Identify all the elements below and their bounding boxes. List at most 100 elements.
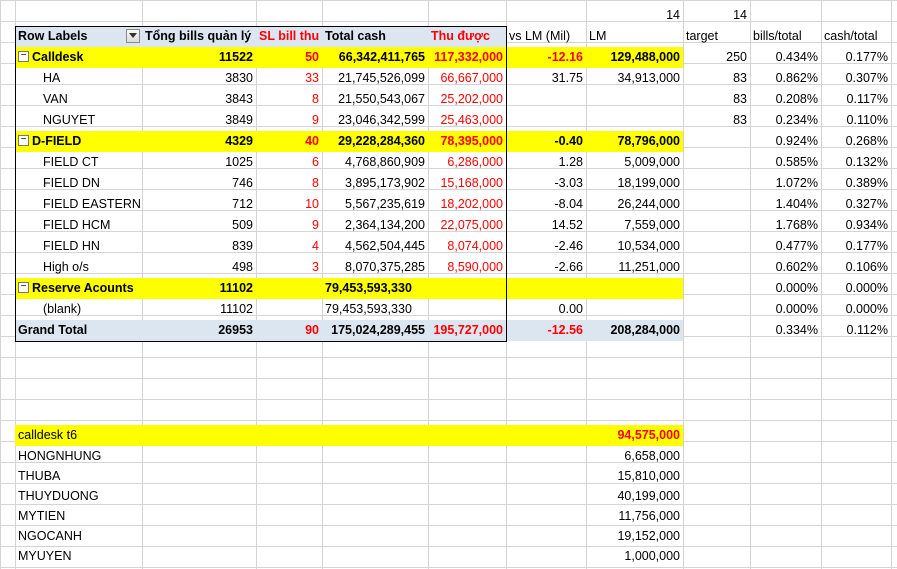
cell-bills-ratio[interactable]: 0.434% xyxy=(775,50,818,64)
cell-total-bills[interactable]: 3830 xyxy=(225,71,253,85)
cell-bills-ratio[interactable]: 0.585% xyxy=(775,155,818,169)
cell-thu-duoc[interactable]: 8,590,000 xyxy=(447,260,503,274)
row-label[interactable]: High o/s xyxy=(43,260,89,274)
row-label[interactable]: FIELD DN xyxy=(43,176,100,190)
cell-bills-ratio[interactable]: 0.234% xyxy=(775,113,818,127)
cell-sl-bill-thu[interactable]: 4 xyxy=(312,239,319,253)
cell-total-cash[interactable]: 4,768,860,909 xyxy=(345,155,425,169)
row-label[interactable]: FIELD EASTERN xyxy=(43,197,141,211)
cell-vs-lm[interactable]: -8.04 xyxy=(554,197,584,211)
cell-total-cash[interactable]: 79,453,593,330 xyxy=(322,278,428,299)
cell-target[interactable]: 83 xyxy=(733,113,747,127)
cell-cash-ratio[interactable]: 0.307% xyxy=(845,71,888,85)
cell-lm[interactable]: 18,199,000 xyxy=(617,176,680,190)
cell-target[interactable]: 83 xyxy=(733,92,747,106)
header-sl-bill-thu[interactable]: SL bill thu xyxy=(256,26,322,47)
cell-total-cash[interactable]: 175,024,289,455 xyxy=(322,320,428,341)
cell-lm[interactable] xyxy=(586,278,683,299)
cell-thu-duoc[interactable]: 6,286,000 xyxy=(447,155,503,169)
cell-sl-bill-thu[interactable]: 9 xyxy=(312,113,319,127)
cell-vs-lm[interactable]: -3.03 xyxy=(554,176,584,190)
cell-sl-bill-thu[interactable] xyxy=(256,278,322,299)
cell-thu-duoc[interactable]: 117,332,000 xyxy=(428,47,506,68)
row-label[interactable]: (blank) xyxy=(43,302,82,316)
cell-cash-ratio[interactable]: 0.117% xyxy=(846,92,888,106)
collapse-icon[interactable]: − xyxy=(18,135,29,147)
cell-vs-lm[interactable] xyxy=(506,278,586,299)
cell-total-cash[interactable]: 79,453,593,330 xyxy=(325,302,412,316)
cell-lm[interactable]: 11,251,000 xyxy=(618,260,680,274)
target-month-cell[interactable]: 14 xyxy=(733,8,747,22)
cell-bills-ratio[interactable]: 0.334% xyxy=(775,323,818,337)
group-label-dfield[interactable]: − D-FIELD xyxy=(15,131,142,152)
cell-bills-ratio[interactable]: 1.768% xyxy=(775,218,818,232)
cell-total-cash[interactable]: 8,070,375,285 xyxy=(345,260,425,274)
grand-total-label[interactable]: Grand Total xyxy=(15,320,142,341)
cell-cash-ratio[interactable]: 0.110% xyxy=(846,113,888,127)
cell-total-bills[interactable]: 839 xyxy=(232,239,253,253)
row-label[interactable]: FIELD HCM xyxy=(43,218,111,232)
cell-target[interactable]: 83 xyxy=(733,71,747,85)
staff-name[interactable]: THUBA xyxy=(18,469,61,483)
staff-name[interactable]: MYTIEN xyxy=(18,509,66,523)
cell-bills-ratio[interactable]: 0.602% xyxy=(775,260,818,274)
staff-amount[interactable]: 40,199,000 xyxy=(617,489,680,503)
cell-bills-ratio[interactable]: 0.924% xyxy=(775,134,818,148)
cell-total-cash[interactable]: 4,562,504,445 xyxy=(345,239,425,253)
cell-cash-ratio[interactable]: 0.106% xyxy=(845,260,888,274)
cell-thu-duoc[interactable]: 25,202,000 xyxy=(440,92,503,106)
cell-total-bills[interactable]: 3849 xyxy=(225,113,253,127)
cell-bills-ratio[interactable]: 1.072% xyxy=(775,176,818,190)
cell-sl-bill-thu[interactable]: 8 xyxy=(312,92,319,106)
cell-thu-duoc[interactable]: 25,463,000 xyxy=(440,113,503,127)
header-bills-ratio[interactable]: bills/total xyxy=(753,29,802,43)
cell-thu-duoc[interactable]: 78,395,000 xyxy=(428,131,506,152)
row-label[interactable]: HA xyxy=(43,71,61,85)
cell-lm[interactable]: 78,796,000 xyxy=(586,131,683,152)
cell-cash-ratio[interactable]: 0.132% xyxy=(845,155,888,169)
calldesk-t6-total[interactable]: 94,575,000 xyxy=(617,428,680,442)
cell-total-bills[interactable]: 712 xyxy=(232,197,253,211)
cell-lm[interactable]: 26,244,000 xyxy=(617,197,680,211)
cell-sl-bill-thu[interactable]: 10 xyxy=(305,197,319,211)
cell-cash-ratio[interactable]: 0.389% xyxy=(845,176,888,190)
cell-thu-duoc[interactable]: 18,202,000 xyxy=(440,197,503,211)
cell-bills-ratio[interactable]: 0.862% xyxy=(775,71,818,85)
cell-total-cash[interactable]: 29,228,284,360 xyxy=(322,131,428,152)
cell-total-bills[interactable]: 11522 xyxy=(142,47,256,68)
staff-name[interactable]: THUYDUONG xyxy=(18,489,99,503)
cell-cash-ratio[interactable]: 0.934% xyxy=(845,218,888,232)
staff-amount[interactable]: 15,810,000 xyxy=(617,469,680,483)
cell-cash-ratio[interactable]: 0.000% xyxy=(845,302,888,316)
cell-bills-ratio[interactable]: 0.000% xyxy=(775,302,818,316)
cell-vs-lm[interactable]: -2.66 xyxy=(554,260,584,274)
cell-sl-bill-thu[interactable]: 8 xyxy=(312,176,319,190)
cell-sl-bill-thu[interactable]: 40 xyxy=(256,131,322,152)
cell-bills-ratio[interactable]: 0.208% xyxy=(775,92,818,106)
staff-name[interactable]: MYUYEN xyxy=(18,549,72,563)
collapse-icon[interactable]: − xyxy=(18,282,29,294)
filter-dropdown-icon[interactable] xyxy=(126,29,140,43)
cell-bills-ratio[interactable]: 0.000% xyxy=(775,281,818,295)
cell-total-bills[interactable]: 746 xyxy=(232,176,253,190)
cell-total-cash[interactable]: 21,745,526,099 xyxy=(338,71,425,85)
cell-vs-lm[interactable]: -12.56 xyxy=(506,320,586,341)
header-cash-ratio[interactable]: cash/total xyxy=(824,29,878,43)
cell-vs-lm[interactable]: 1.28 xyxy=(558,155,583,169)
cell-lm[interactable]: 34,913,000 xyxy=(617,71,680,85)
staff-amount[interactable]: 11,756,000 xyxy=(618,509,680,523)
cell-thu-duoc[interactable]: 195,727,000 xyxy=(428,320,506,341)
cell-cash-ratio[interactable]: 0.268% xyxy=(845,134,888,148)
cell-total-cash[interactable]: 2,364,134,200 xyxy=(345,218,425,232)
row-label[interactable]: FIELD CT xyxy=(43,155,99,169)
row-label[interactable]: FIELD HN xyxy=(43,239,100,253)
cell-vs-lm[interactable]: 14.52 xyxy=(551,218,583,232)
header-vs-lm[interactable]: vs LM (Mil) xyxy=(509,29,571,43)
cell-vs-lm[interactable]: -2.46 xyxy=(554,239,584,253)
cell-total-bills[interactable]: 3843 xyxy=(225,92,253,106)
cell-sl-bill-thu[interactable]: 50 xyxy=(256,47,322,68)
staff-name[interactable]: NGOCANH xyxy=(18,529,82,543)
cell-sl-bill-thu[interactable]: 9 xyxy=(312,218,319,232)
cell-lm[interactable]: 7,559,000 xyxy=(624,218,680,232)
